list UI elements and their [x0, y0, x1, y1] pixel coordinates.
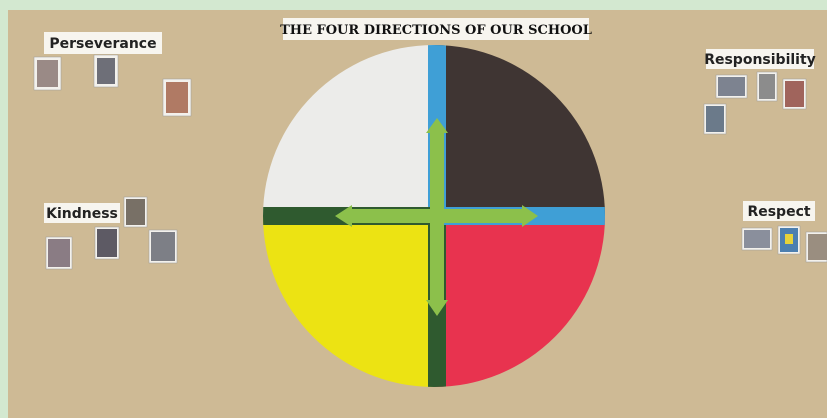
page: THE FOUR DIRECTIONS OF OUR SCHOOL Persev…: [0, 0, 827, 418]
title: THE FOUR DIRECTIONS OF OUR SCHOOL: [280, 23, 592, 38]
label: Perseverance: [49, 36, 156, 52]
label: Kindness: [46, 206, 118, 222]
label: Respect: [747, 204, 810, 220]
bulletin-board: THE FOUR DIRECTIONS OF OUR SCHOOL Persev…: [0, 0, 827, 418]
label: Responsibility: [704, 52, 816, 68]
